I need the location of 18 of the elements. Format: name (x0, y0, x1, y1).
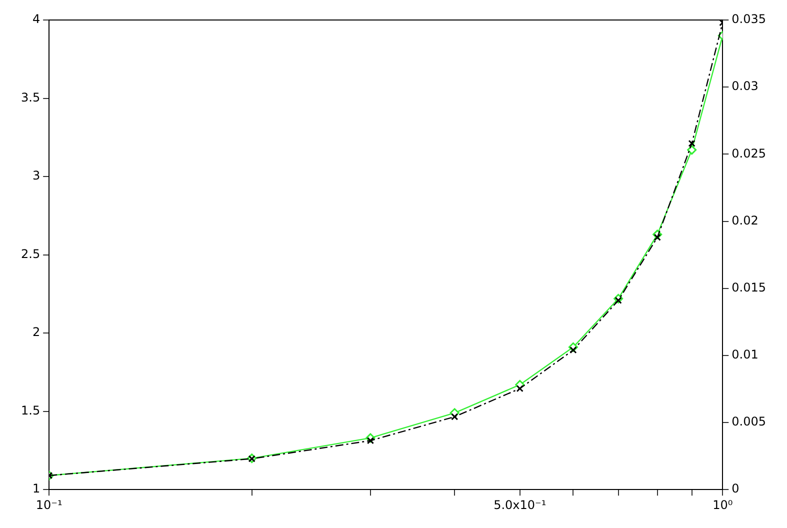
y-tick-label: 2 (32, 325, 40, 340)
y2-tick-label: 0.02 (732, 213, 758, 228)
y-tick-label: 2.5 (20, 246, 40, 261)
y2-tick-label: 0 (732, 482, 740, 496)
x-tick-label: 10⁻¹ (36, 498, 62, 512)
y2-tick-label: 0.025 (732, 146, 766, 160)
x-tick-label: 10⁰ (712, 498, 733, 512)
y-tick-label: 3 (32, 168, 40, 183)
x-tick-label: 5.0x10⁻¹ (494, 498, 546, 512)
y2-tick-label: 0.005 (732, 414, 766, 429)
y-tick-label: 1 (32, 482, 40, 496)
y-tick-label: 3.5 (20, 90, 40, 104)
y2-tick-label: 0.01 (732, 348, 758, 362)
y2-tick-label: 0.015 (732, 280, 766, 294)
y-tick-label: 4 (32, 12, 40, 26)
y2-tick-label: 0.03 (732, 79, 758, 94)
y2-tick-label: 0.035 (732, 12, 766, 26)
y-tick-label: 1.5 (20, 403, 40, 418)
